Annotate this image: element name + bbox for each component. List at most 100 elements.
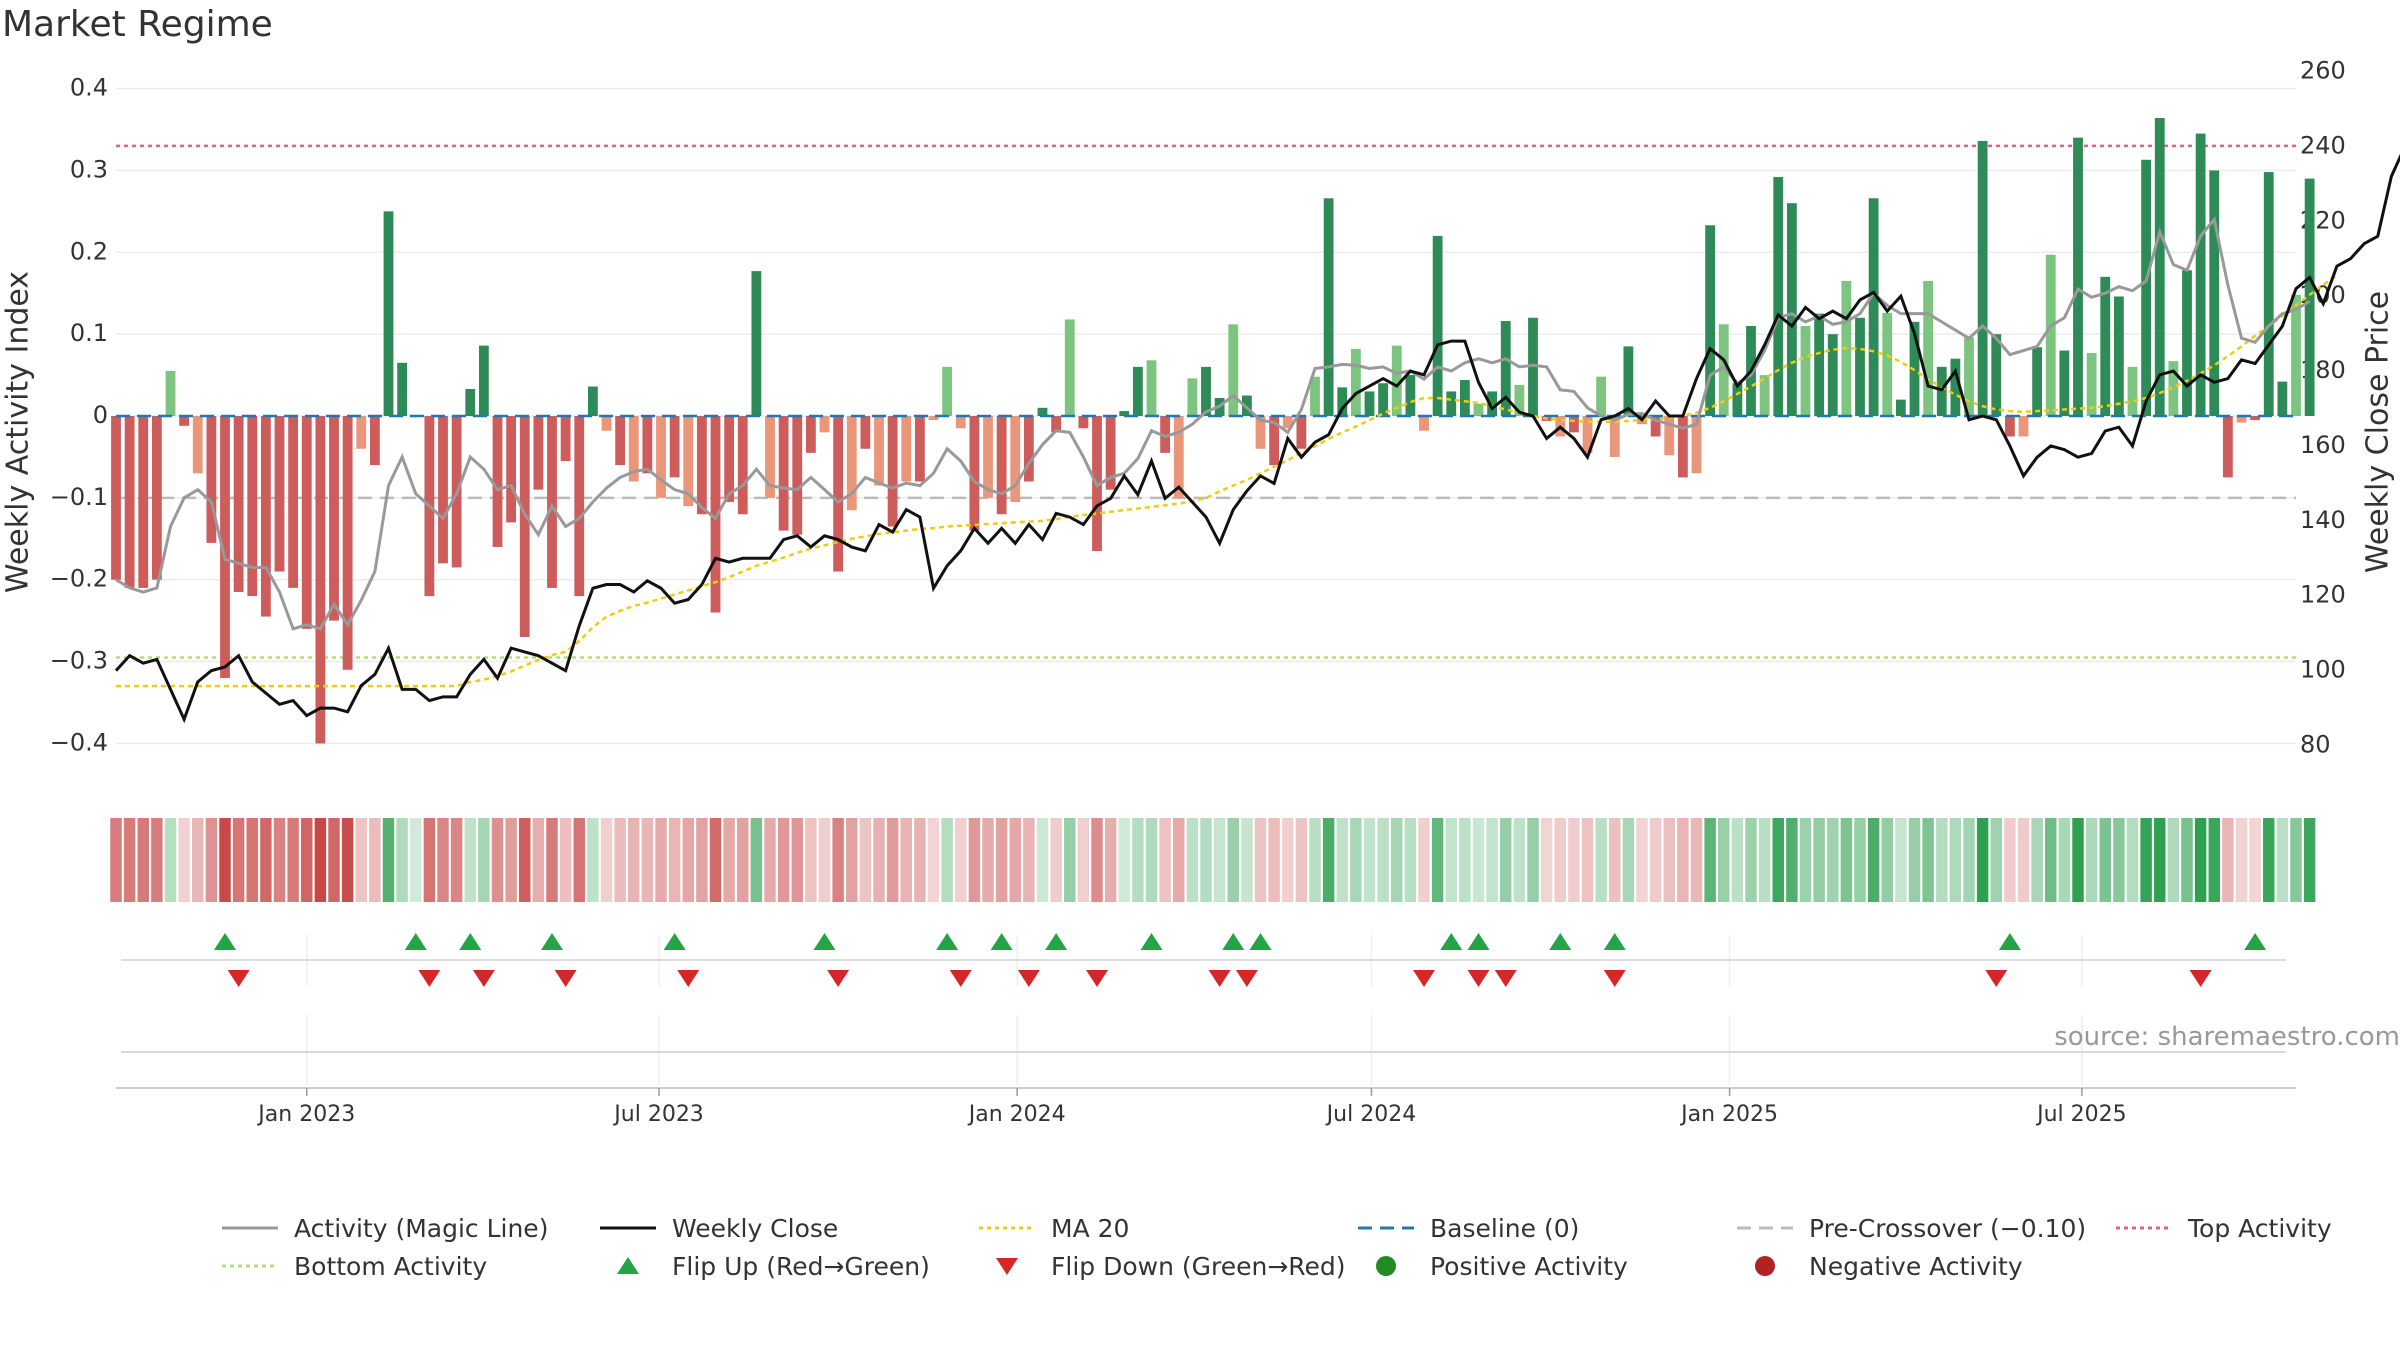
activity-bar — [1405, 375, 1416, 416]
regime-strip-cell — [355, 818, 367, 902]
flip-up-marker — [1140, 933, 1163, 950]
regime-strip-cell — [287, 818, 299, 902]
regime-strip-cell — [1554, 818, 1566, 902]
activity-bar — [778, 416, 789, 531]
activity-bar — [315, 416, 326, 744]
flip-up-marker — [541, 933, 563, 950]
regime-strip-cell — [2167, 818, 2180, 902]
regime-strip-cell — [1459, 818, 1471, 902]
activity-bar — [1459, 379, 1470, 416]
activity-bar — [901, 416, 912, 482]
flip-up-marker — [1998, 933, 2021, 950]
activity-bar — [1391, 345, 1402, 416]
left-tick-label: 0.2 — [70, 237, 108, 265]
regime-strip-cell — [1295, 818, 1308, 902]
regime-strip-cell — [2099, 818, 2111, 902]
legend-glyph — [996, 1258, 1018, 1275]
legend-symbol — [222, 1226, 278, 1230]
regime-strip-cell — [205, 818, 218, 902]
regime-strip-cell — [341, 818, 354, 902]
activity-bar — [2236, 416, 2247, 423]
regime-strip-cell — [682, 818, 694, 902]
regime-strip-cell — [1540, 818, 1553, 902]
activity-bar — [1296, 416, 1307, 449]
regime-strip-cell — [2290, 818, 2302, 902]
activity-bar — [2168, 361, 2179, 416]
flip-down-marker — [1017, 970, 1040, 987]
regime-strip-cell — [764, 818, 776, 902]
regime-strip-cell — [1799, 818, 1812, 902]
regime-strip-cell — [1895, 818, 1907, 902]
activity-bar — [2059, 350, 2070, 416]
activity-bar — [1964, 337, 1974, 416]
left-tick-label: −0.1 — [50, 483, 108, 511]
regime-strip-cell — [614, 818, 626, 902]
regime-strip-cell — [1908, 818, 1921, 902]
activity-bar — [1010, 416, 1021, 502]
activity-bar — [274, 416, 285, 572]
flip-down-marker — [227, 970, 250, 987]
flip-up-marker — [1467, 933, 1490, 950]
regime-strip-cell — [832, 818, 844, 902]
activity-bar — [1255, 416, 1266, 449]
regime-strip-cell — [1500, 818, 1512, 902]
regime-strip-cell — [532, 818, 545, 902]
activity-bar — [247, 416, 258, 597]
regime-strip-cell — [628, 818, 640, 902]
activity-bar — [1705, 225, 1716, 416]
regime-strip-cell — [1677, 818, 1689, 902]
regime-strip-cell — [1568, 818, 1580, 902]
regime-strip-cell — [927, 818, 940, 902]
legend-symbol — [996, 1258, 1018, 1275]
activity-bar — [2086, 352, 2097, 416]
regime-strip-cell — [1581, 818, 1594, 902]
flip-down-marker — [1208, 970, 1231, 987]
activity-bar — [1132, 366, 1143, 416]
activity-bar — [2182, 270, 2192, 416]
flip-up-marker — [1603, 933, 1626, 950]
regime-strip-cell — [1023, 818, 1035, 902]
activity-bar — [996, 416, 1007, 515]
legend-item: Pre-Crossover (−0.10) — [1735, 1208, 2086, 1248]
regime-strip-cell — [1472, 818, 1485, 902]
x-tick-label: Jan 2024 — [967, 1102, 1066, 1127]
regime-strip-cell — [2140, 818, 2152, 902]
regime-strip-cell — [1227, 818, 1239, 902]
regime-strip-cell — [900, 818, 912, 902]
regime-strip-cell — [1663, 818, 1675, 902]
legend-label: Negative Activity — [1809, 1251, 2023, 1281]
flip-up-marker — [1222, 933, 1245, 950]
flip-up-marker — [990, 933, 1013, 950]
regime-strip-cell — [1350, 818, 1362, 902]
activity-bar — [1105, 416, 1116, 490]
activity-bar — [1378, 383, 1389, 416]
activity-bar — [138, 416, 149, 588]
chart-title: Market Regime — [2, 4, 273, 45]
activity-bar — [1173, 416, 1184, 498]
regime-strip-cell — [1186, 818, 1199, 902]
activity-bar — [805, 416, 816, 453]
activity-bar — [1582, 416, 1593, 453]
regime-strip-cell — [2004, 818, 2016, 902]
activity-bar — [2291, 294, 2301, 416]
flip-down-marker — [1413, 970, 1435, 987]
regime-strip-cell — [1241, 818, 1253, 902]
activity-bar — [560, 416, 571, 462]
activity-bar — [1337, 387, 1348, 416]
regime-strip-cell — [369, 818, 381, 902]
activity-bar — [642, 416, 653, 474]
regime-strip-cell — [192, 818, 204, 902]
regime-strip-cell — [1213, 818, 1226, 902]
activity-bar — [1432, 235, 1443, 416]
left-tick-label: 0.1 — [70, 319, 108, 347]
regime-strip-cell — [2276, 818, 2289, 902]
activity-bar — [615, 416, 626, 466]
x-tick-label: Jul 2024 — [1325, 1102, 1417, 1127]
weekly-close-line — [114, 153, 2400, 724]
regime-strip-cell — [777, 818, 790, 902]
regime-strip-cell — [1813, 818, 1825, 902]
regime-strip-cell — [1622, 818, 1635, 902]
regime-strip-cell — [491, 818, 504, 902]
regime-strip-cell — [1867, 818, 1880, 902]
regime-strip-cell — [2181, 818, 2193, 902]
